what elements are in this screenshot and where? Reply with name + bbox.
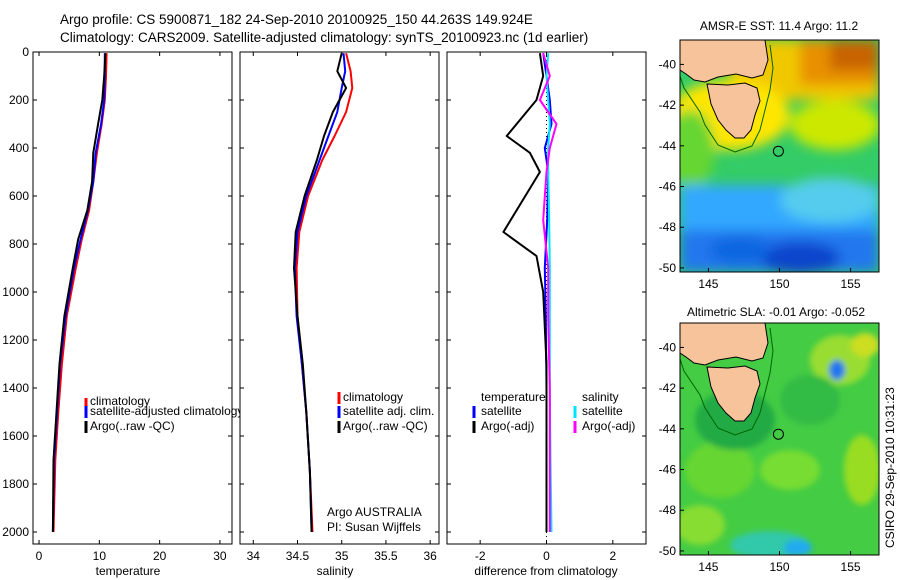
y-tick-label: 1000 bbox=[2, 285, 29, 299]
legend-label-temp-argo: Argo(-adj) bbox=[481, 419, 534, 433]
series-line-3 bbox=[293, 52, 348, 533]
y-tick-label: 2000 bbox=[2, 525, 29, 539]
y-tick-label: 1200 bbox=[2, 333, 29, 347]
y-tick-label: 400 bbox=[9, 141, 29, 155]
lat-tick-label: -50 bbox=[659, 544, 677, 558]
difference-legend: temperature satellite Argo(-adj) salinit… bbox=[472, 390, 635, 433]
legend-label-argo: Argo(..raw -QC) bbox=[343, 419, 428, 433]
x-tick-label: 0 bbox=[36, 549, 43, 563]
x-tick-label: 34 bbox=[247, 549, 261, 563]
legend-label-climatology: climatology bbox=[90, 394, 150, 408]
x-tick-label: 10 bbox=[93, 549, 107, 563]
legend-label-temp-satellite: satellite bbox=[481, 404, 522, 418]
series-line-3 bbox=[51, 53, 107, 533]
x-tick-label: 20 bbox=[153, 549, 167, 563]
x-tick-label: 36 bbox=[423, 549, 437, 563]
y-tick-label: 200 bbox=[9, 93, 29, 107]
header-line-2: Climatology: CARS2009. Satellite-adjuste… bbox=[60, 30, 588, 45]
x-tick-label: 35.5 bbox=[374, 549, 398, 563]
lat-tick-label: -44 bbox=[659, 422, 677, 436]
temperature-panel: 0 10 20 30 0 200 400 600 800 1000 1200 1400 1600 1800… bbox=[2, 45, 243, 578]
mainland-australia bbox=[680, 40, 769, 83]
x-tick-label: 35 bbox=[335, 549, 349, 563]
lon-tick-label: 145 bbox=[698, 277, 718, 291]
difference-panel: -2 0 2 difference from climatology tempera… bbox=[446, 51, 647, 578]
salinity-ticks: 34 34.5 35 35.5 36 bbox=[240, 51, 439, 563]
sst-map-ticks: 145 150 155 -40 -42 -44 -46 -48 -50 bbox=[659, 57, 861, 291]
series-line-2 bbox=[502, 53, 548, 532]
salinity-series bbox=[293, 52, 354, 533]
difference-xlabel: difference from climatology bbox=[474, 564, 617, 578]
x-tick-label: 34.5 bbox=[286, 549, 310, 563]
temperature-ticks: 0 10 20 30 0 200 400 600 800 1000 1200 1400 1600 1800… bbox=[2, 45, 232, 563]
legend-heading-salinity: salinity bbox=[582, 390, 619, 404]
sst-map-title: AMSR-E SST: 11.4 Argo: 11.2 bbox=[700, 19, 859, 33]
mainland-australia bbox=[680, 323, 769, 366]
lat-tick-label: -42 bbox=[659, 381, 677, 395]
sla-map-panel: Altimetric SLA: -0.01 Argo: -0.052 145 15 bbox=[659, 305, 880, 574]
header-line-1: Argo profile: CS 5900871_182 24-Sep-2010… bbox=[60, 12, 533, 27]
lat-tick-label: -48 bbox=[659, 503, 677, 517]
salinity-legend: climatology satellite adj. clim. Argo(..… bbox=[337, 390, 434, 433]
lat-tick-label: -48 bbox=[659, 220, 677, 234]
lon-tick-label: 150 bbox=[769, 277, 789, 291]
lat-tick-label: -50 bbox=[659, 261, 677, 275]
difference-series bbox=[502, 52, 558, 544]
lon-tick-label: 155 bbox=[841, 560, 861, 574]
sla-map-ticks: 145 150 155 -40 -42 -44 -46 -48 -50 bbox=[659, 340, 861, 574]
y-tick-label: 0 bbox=[22, 45, 29, 59]
legend-label-satellite-adjusted: satellite-adjusted climatology bbox=[90, 404, 243, 418]
legend-label-climatology: climatology bbox=[343, 390, 403, 404]
x-tick-label: -2 bbox=[475, 549, 486, 563]
sla-map-title: Altimetric SLA: -0.01 Argo: -0.052 bbox=[687, 305, 865, 319]
lat-tick-label: -46 bbox=[659, 463, 677, 477]
tasmania bbox=[706, 365, 761, 422]
lat-tick-label: -42 bbox=[659, 98, 677, 112]
temperature-legend: climatology satellite-adjusted climatolo… bbox=[84, 394, 243, 433]
salinity-axes-frame bbox=[239, 51, 440, 545]
lat-tick-label: -44 bbox=[659, 139, 677, 153]
sst-field bbox=[680, 40, 879, 272]
tasmania bbox=[706, 82, 761, 139]
lon-tick-label: 150 bbox=[769, 560, 789, 574]
shelf-contour bbox=[680, 327, 774, 436]
lat-tick-label: -40 bbox=[659, 57, 677, 71]
y-tick-label: 800 bbox=[9, 237, 29, 251]
float-pi-annotation: PI: Susan Wijffels bbox=[327, 520, 421, 534]
lat-tick-label: -40 bbox=[659, 340, 677, 354]
y-tick-label: 1600 bbox=[2, 429, 29, 443]
difference-ticks: -2 0 2 bbox=[447, 51, 646, 563]
salinity-panel: 34 34.5 35 35.5 36 salinity climatology sate… bbox=[239, 51, 440, 578]
legend-label-sal-argo: Argo(-adj) bbox=[582, 419, 635, 433]
y-tick-label: 1800 bbox=[2, 477, 29, 491]
legend-label-sal-satellite: satellite bbox=[582, 404, 623, 418]
y-tick-label: 1400 bbox=[2, 381, 29, 395]
salinity-xlabel: salinity bbox=[317, 564, 354, 578]
lon-tick-label: 145 bbox=[698, 560, 718, 574]
lat-tick-label: -46 bbox=[659, 180, 677, 194]
x-tick-label: 2 bbox=[609, 549, 616, 563]
float-operator-annotation: Argo AUSTRALIA bbox=[327, 505, 422, 519]
legend-heading-temperature: temperature bbox=[481, 390, 546, 404]
x-tick-label: 30 bbox=[213, 549, 227, 563]
y-tick-label: 600 bbox=[9, 189, 29, 203]
x-tick-label: 0 bbox=[543, 549, 550, 563]
legend-label-argo: Argo(..raw -QC) bbox=[90, 419, 175, 433]
temperature-series bbox=[51, 53, 108, 533]
temperature-xlabel: temperature bbox=[96, 564, 161, 578]
series-line-4 bbox=[538, 52, 558, 532]
sst-map-panel: AMSR-E SST: 11.4 Argo: 11.2 bbox=[659, 19, 880, 291]
csiro-timestamp: CSIRO 29-Sep-2010 10:31:23 bbox=[883, 387, 897, 548]
argo-position-marker bbox=[772, 145, 784, 157]
legend-label-satellite-adj: satellite adj. clim. bbox=[343, 404, 434, 418]
temperature-axes-frame bbox=[32, 51, 233, 545]
shelf-contour bbox=[680, 44, 774, 153]
lon-tick-label: 155 bbox=[841, 277, 861, 291]
argo-position-marker bbox=[772, 428, 784, 440]
sla-field bbox=[680, 323, 879, 555]
